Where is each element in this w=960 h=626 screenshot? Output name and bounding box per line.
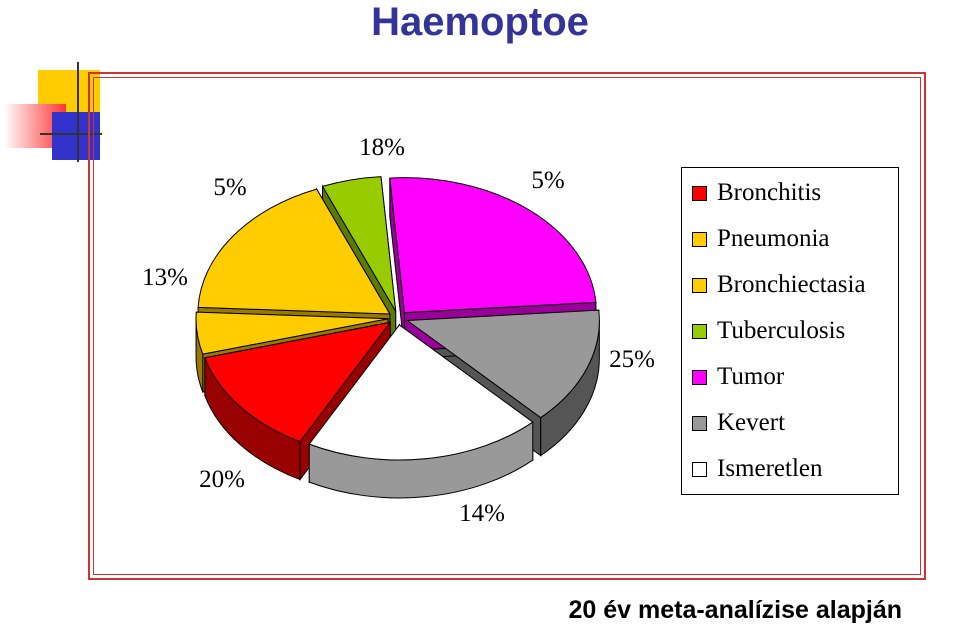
pct-label-pneumonia: 5% [213,174,247,201]
deco-horizontal-line [40,133,102,135]
footer-caption: 20 év meta-analízise alapján [568,596,902,624]
legend-label-ismeretlen: Ismeretlen [717,455,823,482]
legend-item-pneumonia: Pneumonia [692,224,830,254]
pct-label-kevert: 14% [459,500,505,527]
legend-swatch-ismeretlen [692,461,707,477]
legend-label-tuberculosis: Tuberculosis [717,317,846,344]
pie-slice-kevert [405,309,600,419]
pct-label-tumor: 25% [609,346,655,373]
legend-item-bronchitis: Bronchitis [692,178,821,208]
legend-swatch-bronchitis [692,185,707,201]
legend-label-bronchiectasia: Bronchiectasia [717,271,866,298]
pct-label-ismeretlen: 20% [199,466,245,493]
pct-label-bronchitis: 13% [142,264,188,291]
legend-swatch-kevert [692,415,707,431]
legend-item-ismeretlen: Ismeretlen [692,454,823,484]
legend-item-kevert: Kevert [692,408,785,438]
chart-frame-inner [93,77,921,575]
pie-slice-pneumonia [195,311,389,355]
legend-label-pneumonia: Pneumonia [717,225,830,252]
legend-label-kevert: Kevert [717,409,786,436]
legend-item-tuberculosis: Tuberculosis [692,316,845,346]
legend-label-bronchitis: Bronchitis [717,179,822,206]
pct-label-bronchiectasia: 18% [359,134,405,161]
pie-slice-ismeretlen [308,324,534,461]
pie-slice-bronchiectasia [197,188,391,315]
slide-title: Haemoptoe [371,0,589,44]
legend-item-tumor: Tumor [692,362,784,392]
deco-blue-square [52,112,100,160]
chart-legend: Bronchitis Pneumonia Bronchiectasia Tube… [681,167,899,495]
legend-swatch-pneumonia [692,231,707,247]
legend-item-bronchiectasia: Bronchiectasia [692,270,866,300]
legend-label-tumor: Tumor [717,363,785,390]
legend-swatch-bronchiectasia [692,277,707,293]
pct-label-tuberculosis: 5% [531,167,565,194]
deco-vertical-line [77,62,79,162]
pie-slice-bronchitis [204,321,392,443]
legend-swatch-tuberculosis [692,323,707,339]
pie-slice-tuberculosis [321,176,397,312]
chart-frame-outer [88,72,926,580]
legend-swatch-tumor [692,369,707,385]
pie-slice-tumor [389,177,597,314]
